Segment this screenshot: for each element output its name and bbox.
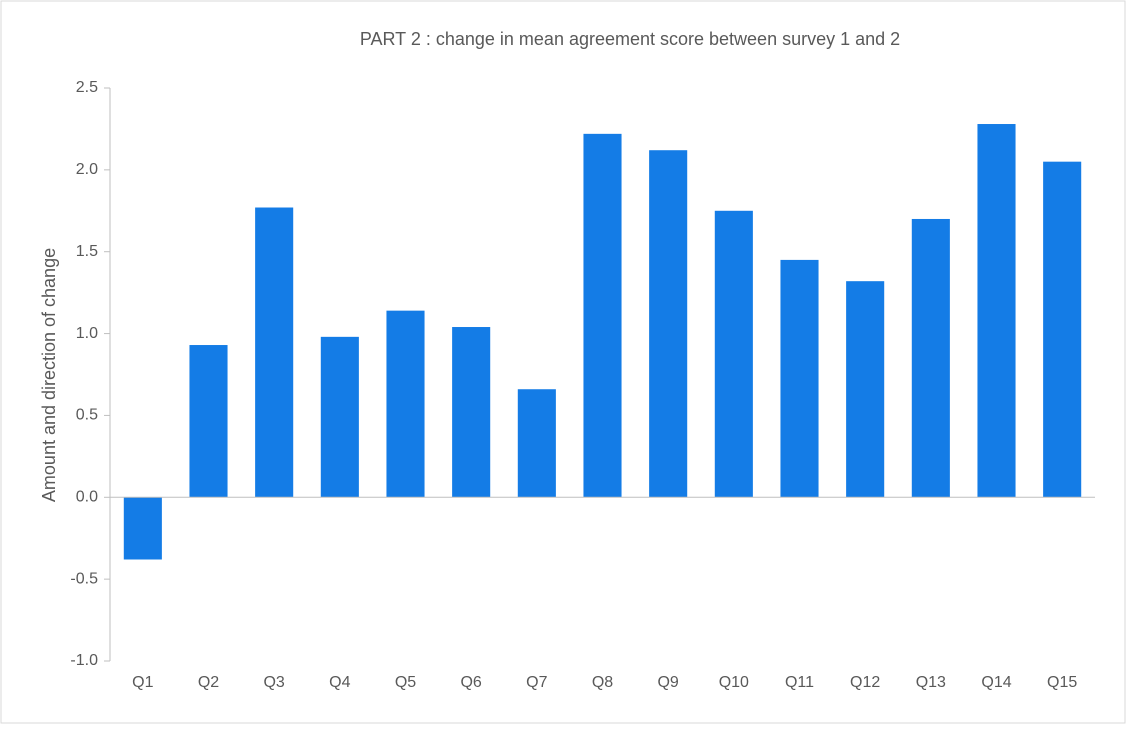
x-tick-label: Q8 (592, 674, 613, 691)
x-tick-label: Q6 (460, 674, 481, 691)
y-tick-label: 1.0 (76, 325, 98, 342)
bar (911, 218, 950, 498)
bar (386, 310, 425, 498)
y-tick-label: 2.5 (76, 79, 98, 96)
y-tick-label: 1.5 (76, 243, 98, 260)
y-tick-label: 0.5 (76, 407, 98, 424)
bar (517, 389, 556, 498)
y-tick-label: -1.0 (70, 652, 98, 669)
bar (583, 133, 622, 498)
y-tick-label: 0.0 (76, 489, 98, 506)
chart-title: PART 2 : change in mean agreement score … (360, 29, 900, 49)
x-tick-label: Q9 (657, 674, 678, 691)
bar (1043, 161, 1082, 498)
y-tick-label: 2.0 (76, 161, 98, 178)
x-tick-label: Q13 (916, 674, 946, 691)
bar (189, 345, 228, 498)
bar (780, 259, 819, 498)
bar (452, 327, 491, 498)
y-tick-label: -0.5 (70, 570, 98, 587)
bar (320, 336, 359, 498)
bar (846, 281, 885, 498)
x-tick-label: Q4 (329, 674, 350, 691)
x-tick-label: Q2 (198, 674, 219, 691)
x-tick-label: Q3 (263, 674, 284, 691)
x-tick-label: Q10 (719, 674, 749, 691)
x-tick-label: Q12 (850, 674, 880, 691)
bar (649, 150, 688, 498)
x-tick-label: Q14 (981, 674, 1011, 691)
x-tick-label: Q7 (526, 674, 547, 691)
x-tick-label: Q5 (395, 674, 416, 691)
y-axis-label: Amount and direction of change (39, 248, 59, 502)
x-tick-label: Q15 (1047, 674, 1077, 691)
bar (977, 124, 1016, 498)
x-tick-label: Q11 (785, 674, 814, 691)
bar (123, 497, 162, 560)
bar (255, 207, 294, 498)
bar (714, 210, 753, 498)
x-tick-label: Q1 (132, 674, 153, 691)
